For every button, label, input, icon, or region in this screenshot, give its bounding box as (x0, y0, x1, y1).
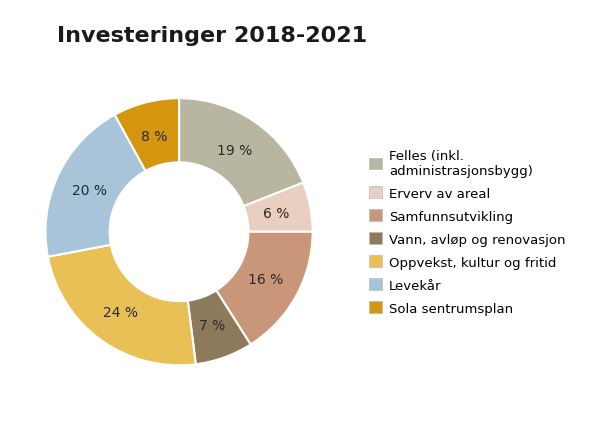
Text: 19 %: 19 % (217, 144, 253, 158)
Wedge shape (48, 245, 196, 366)
Text: 16 %: 16 % (248, 273, 283, 287)
Text: 8 %: 8 % (141, 130, 168, 144)
Wedge shape (179, 99, 304, 207)
Wedge shape (188, 291, 251, 364)
Text: 7 %: 7 % (200, 318, 226, 332)
Wedge shape (46, 115, 146, 257)
Wedge shape (243, 183, 313, 232)
Text: 20 %: 20 % (72, 183, 107, 197)
Text: Investeringer 2018-2021: Investeringer 2018-2021 (58, 26, 367, 46)
Text: 6 %: 6 % (263, 207, 290, 221)
Wedge shape (115, 99, 179, 172)
Wedge shape (216, 232, 313, 345)
Legend: Felles (inkl.
administrasjonsbygg), Erverv av areal, Samfunnsutvikling, Vann, av: Felles (inkl. administrasjonsbygg), Erve… (369, 150, 566, 315)
Text: 24 %: 24 % (103, 305, 138, 319)
